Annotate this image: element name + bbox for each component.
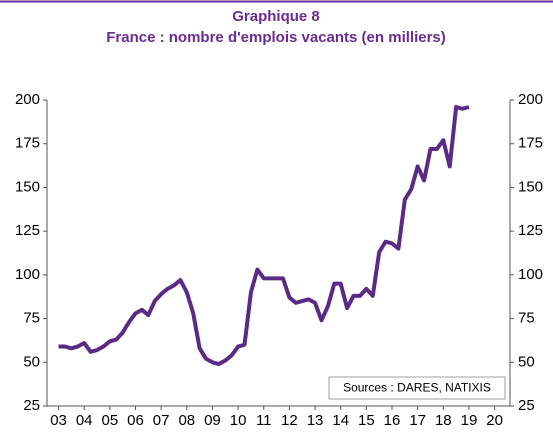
y-tick-label: 50 [23, 353, 40, 370]
y2-tick-label: 25 [518, 397, 535, 414]
x-tick-label: 17 [409, 412, 426, 429]
y2-tick-label: 100 [518, 266, 543, 283]
x-tick-label: 13 [307, 412, 324, 429]
y-tick-label: 100 [15, 266, 40, 283]
y-tick-label: 75 [23, 310, 40, 327]
x-tick-label: 11 [256, 412, 272, 429]
y-tick-label: 150 [15, 178, 40, 195]
x-tick-label: 07 [153, 412, 170, 429]
x-tick-label: 19 [461, 412, 478, 429]
y-tick-label: 175 [15, 135, 40, 152]
x-tick-label: 15 [358, 412, 375, 429]
x-tick-label: 20 [486, 412, 503, 429]
x-tick-label: 14 [332, 412, 349, 429]
y2-tick-label: 75 [518, 310, 535, 327]
annotation-box [328, 376, 506, 400]
x-tick-label: 10 [230, 412, 247, 429]
x-tick-label: 09 [204, 412, 221, 429]
y-tick-label: 200 [15, 91, 40, 108]
x-tick-label: 04 [76, 412, 93, 429]
y2-tick-label: 150 [518, 178, 543, 195]
y-tick-label: 25 [23, 397, 40, 414]
x-tick-label: 08 [178, 412, 195, 429]
y-tick-label: 125 [15, 222, 40, 239]
chart-subtitle: France : nombre d'emplois vacants (en mi… [106, 29, 446, 46]
x-tick-label: 06 [127, 412, 144, 429]
x-tick-label: 18 [435, 412, 452, 429]
y2-tick-label: 175 [518, 135, 543, 152]
y2-tick-label: 125 [518, 222, 543, 239]
x-tick-label: 05 [102, 412, 119, 429]
x-tick-label: 12 [281, 412, 298, 429]
annotation: Sources : DARES, NATIXIS [343, 381, 491, 395]
line [58, 104, 470, 367]
y2-tick-label: 50 [518, 353, 535, 370]
x-tick-label: 03 [50, 412, 67, 429]
chart-title: Graphique 8 [232, 8, 320, 25]
x-tick-label: 16 [384, 412, 401, 429]
y2-tick-label: 200 [518, 91, 543, 108]
